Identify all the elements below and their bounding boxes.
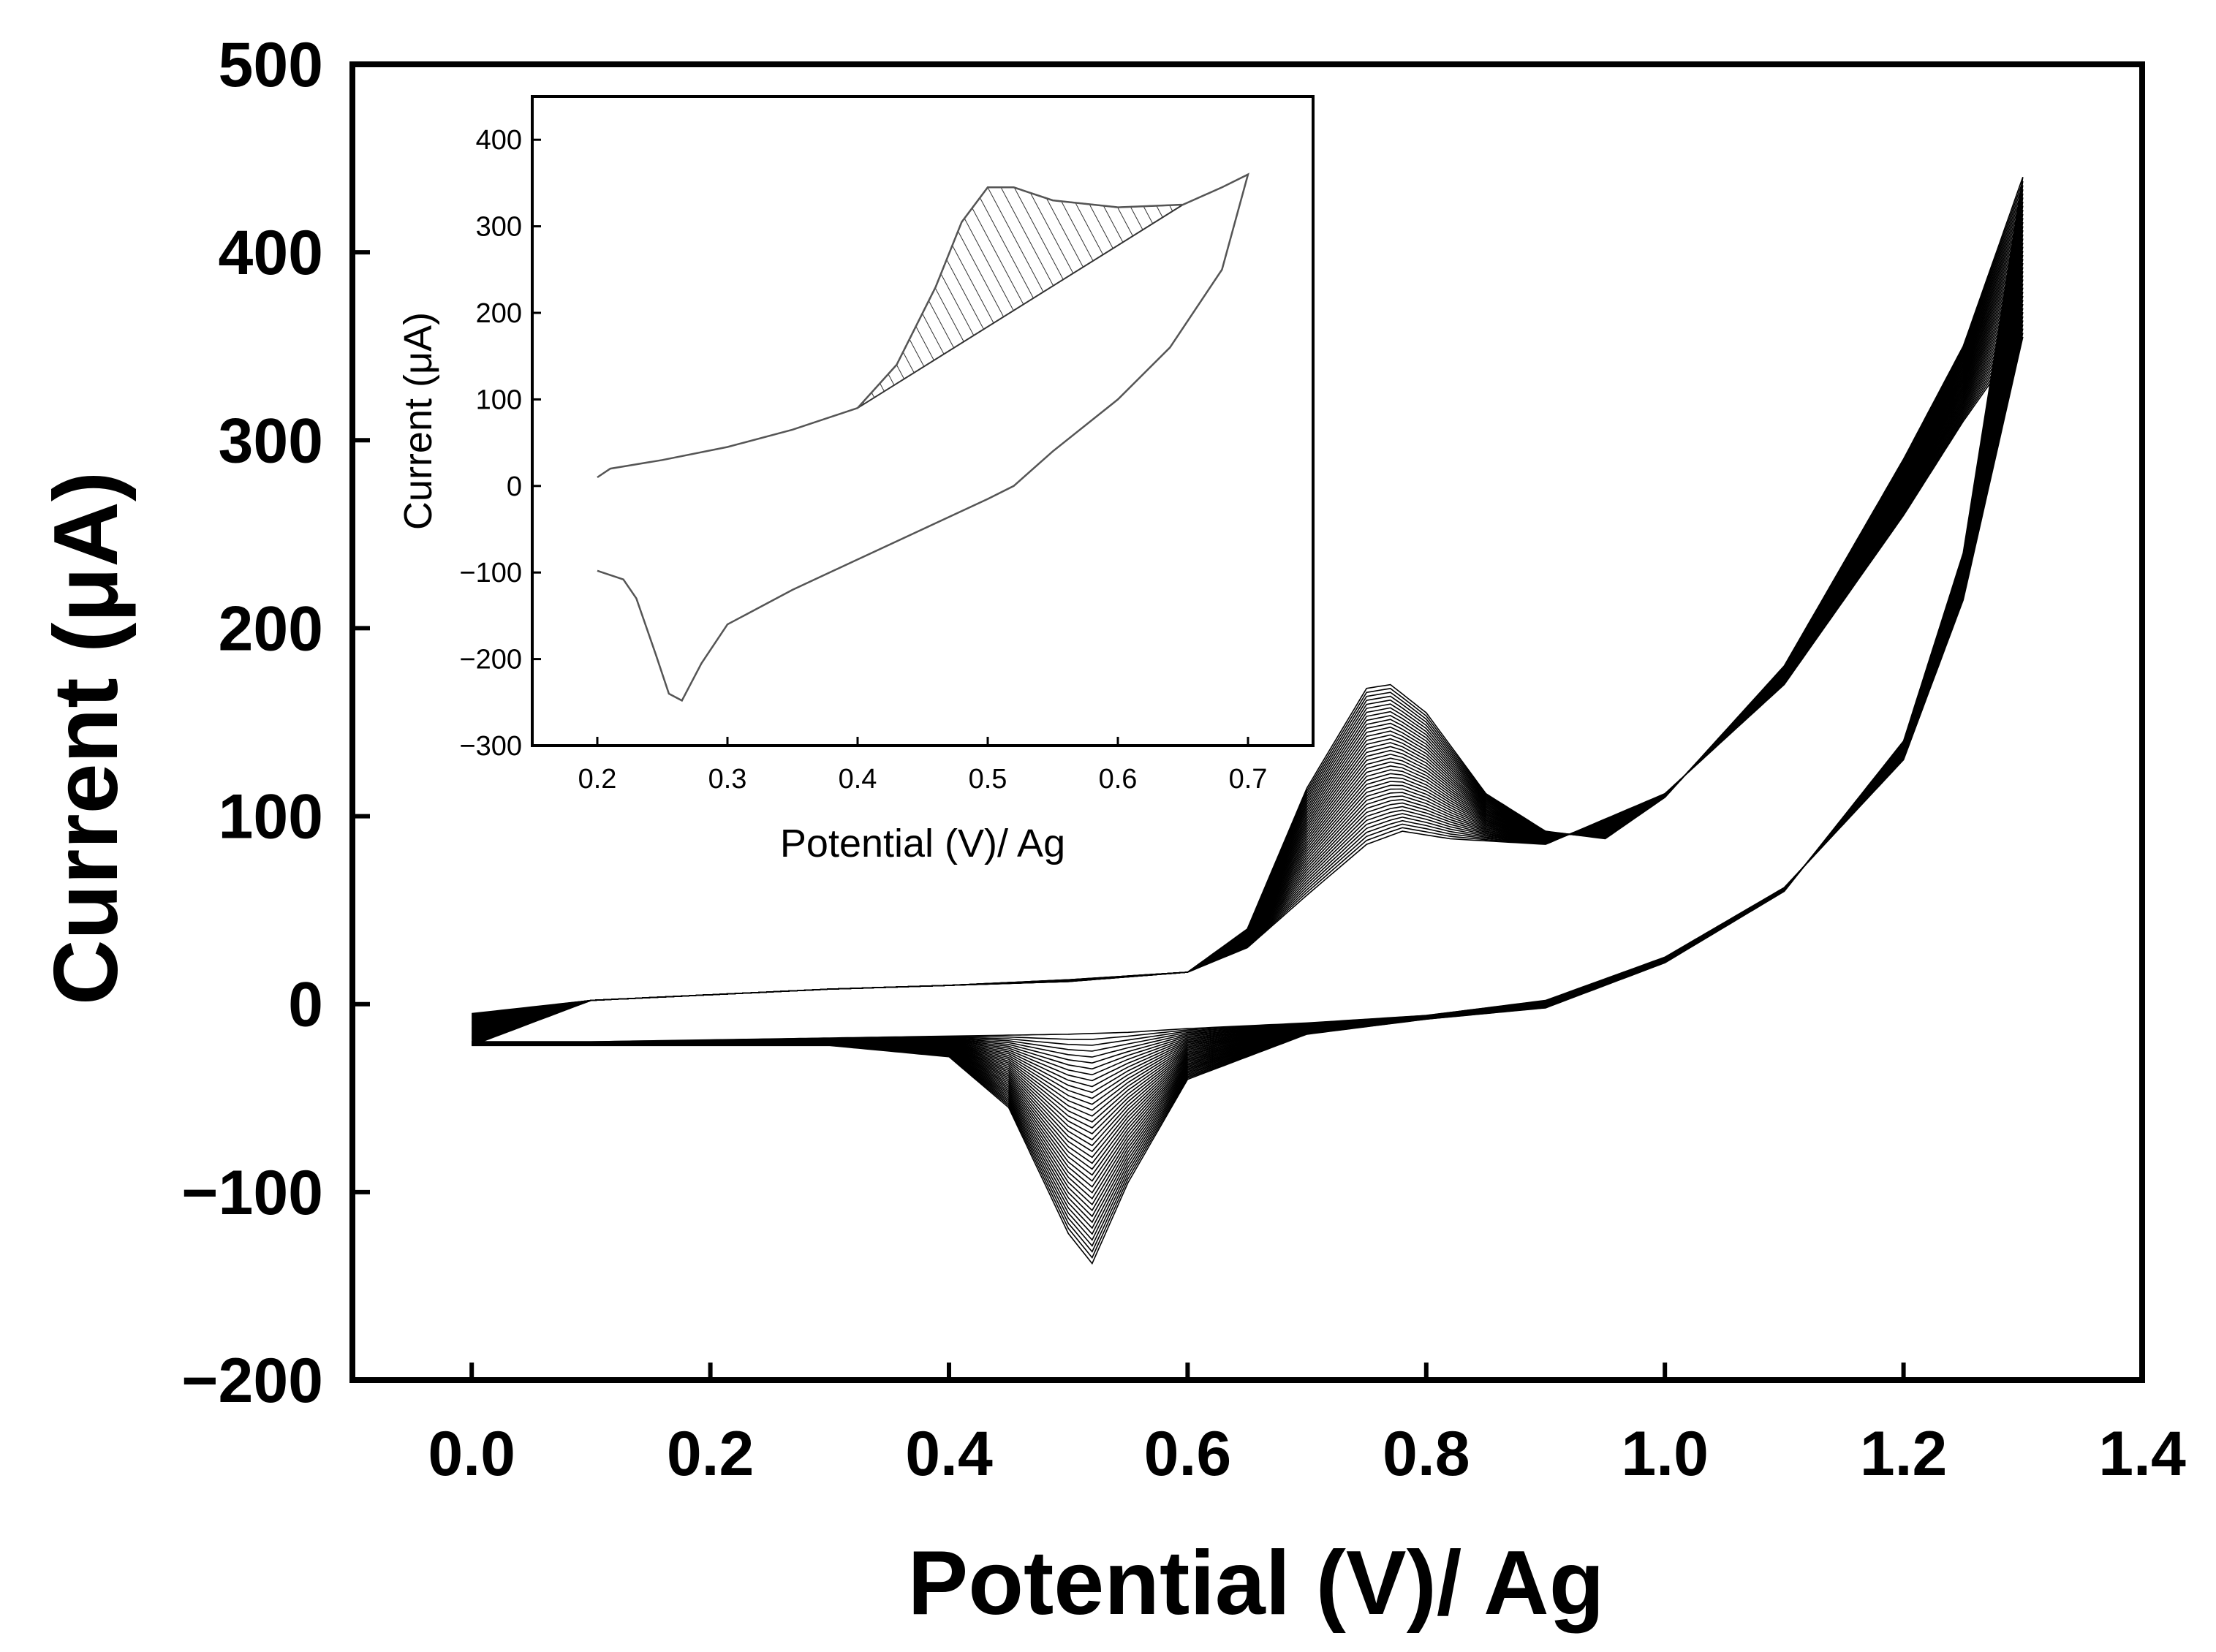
inset-x-tick-label: 0.6: [1099, 764, 1138, 795]
inset-y-tick-label: −100: [459, 558, 522, 588]
inset-background: [532, 96, 1313, 746]
main-x-tick-label: 1.0: [1621, 1419, 1709, 1489]
main-y-tick-label: 0: [288, 970, 323, 1040]
main-y-tick-label: −100: [181, 1158, 323, 1228]
main-y-tick-label: 300: [219, 406, 324, 476]
main-y-ticks: −200 −100 0 100 200 300 400 500: [181, 30, 370, 1416]
main-x-tick-label: 0.6: [1144, 1419, 1232, 1489]
inset-y-tick-label: −200: [459, 645, 522, 675]
main-y-axis-label: Current (μA): [36, 471, 137, 1005]
main-x-axis-label: Potential (V)/ Ag: [908, 1533, 1605, 1634]
inset-y-tick-label: −300: [459, 731, 522, 762]
inset-y-tick-label: 400: [476, 125, 522, 156]
main-plot-frame: [349, 61, 2145, 1383]
inset-x-axis-label: Potential (V)/ Ag: [780, 822, 1065, 865]
inset-x-tick-label: 0.2: [578, 764, 617, 795]
main-x-tick-label: 0.0: [428, 1419, 515, 1489]
inset-x-tick-label: 0.5: [969, 764, 1007, 795]
inset-x-tick-label: 0.7: [1229, 764, 1268, 795]
inset-y-tick-label: 200: [476, 298, 522, 329]
main-x-ticks: 0.0 0.2 0.4 0.6 0.8 1.0 1.2 1.4: [428, 1363, 2186, 1489]
main-y-tick-label: 200: [219, 594, 324, 664]
inset-plot-frame: [531, 95, 1315, 747]
main-x-tick-label: 0.8: [1383, 1419, 1470, 1489]
main-y-tick-label: 100: [219, 782, 324, 852]
inset-x-ticks: 0.2 0.3 0.4 0.5 0.6 0.7: [578, 737, 1268, 795]
main-x-tick-label: 1.4: [2098, 1419, 2186, 1489]
inset-y-axis-label: Current (μA): [396, 312, 440, 530]
inset-y-tick-label: 0: [507, 471, 522, 502]
inset-x-tick-label: 0.3: [708, 764, 747, 795]
inset-y-tick-label: 100: [476, 384, 522, 415]
main-x-tick-label: 0.4: [905, 1419, 993, 1489]
inset-y-ticks: −300 −200 −100 0 100 200 300 400: [459, 125, 541, 762]
inset-y-tick-label: 300: [476, 212, 522, 243]
main-y-tick-label: −200: [181, 1346, 323, 1416]
inset-x-tick-label: 0.4: [839, 764, 877, 795]
main-chart: −200 −100 0 100 200 300 400 500 0.0 0.2 0.4 0.6 0.8…: [36, 30, 2186, 1634]
main-y-tick-label: 400: [219, 218, 324, 288]
inset-cv-curve: [597, 173, 1249, 702]
inset-cv-line: [597, 173, 1249, 702]
cv-cycle-40: [471, 177, 2024, 1265]
main-x-tick-label: 1.2: [1860, 1419, 1948, 1489]
main-y-tick-label: 500: [219, 30, 324, 100]
main-cv-curves: [471, 177, 2024, 1265]
main-x-tick-label: 0.2: [667, 1419, 755, 1489]
